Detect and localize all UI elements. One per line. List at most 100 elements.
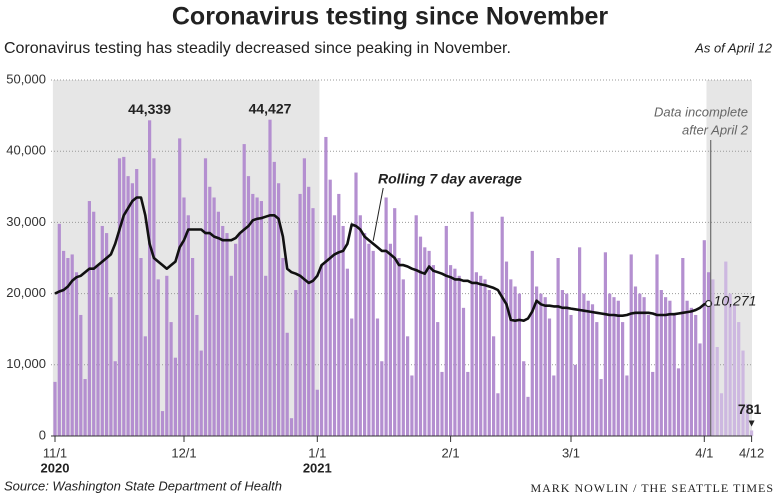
- bar: [560, 290, 564, 436]
- bar: [590, 304, 595, 436]
- bar: [66, 258, 70, 436]
- value-label: 44,427: [249, 100, 292, 116]
- bar: [401, 279, 405, 436]
- bar: [135, 169, 139, 436]
- bar: [375, 318, 380, 436]
- bar: [479, 275, 483, 436]
- bar: [139, 258, 143, 436]
- bar: [466, 371, 470, 436]
- bar: [277, 183, 281, 436]
- bar: [500, 216, 504, 436]
- y-tick-label: 30,000: [6, 214, 46, 229]
- x-tick-label: 2/1: [442, 445, 460, 460]
- bar: [522, 361, 526, 436]
- bar: [380, 361, 384, 436]
- bar: [341, 225, 345, 436]
- line: [54, 196, 709, 322]
- bar: [646, 314, 650, 436]
- bar: [229, 275, 233, 436]
- bar: [186, 215, 190, 436]
- bar: [251, 193, 255, 436]
- bar: [173, 357, 177, 436]
- bar: [431, 265, 435, 436]
- bar: [126, 176, 130, 436]
- y-tick-label: 10,000: [6, 356, 46, 371]
- bar: [79, 314, 83, 436]
- x-tick-label: 4/12: [739, 445, 764, 460]
- bar: [152, 158, 156, 436]
- bar: [148, 120, 152, 436]
- bar: [694, 314, 698, 436]
- bar: [302, 158, 306, 436]
- bar: [483, 279, 487, 436]
- bar: [113, 361, 117, 436]
- bar: [109, 297, 113, 436]
- x-tick-label: 1/1: [308, 445, 326, 460]
- bar: [143, 336, 147, 436]
- bar: [191, 258, 195, 436]
- bar: [281, 258, 285, 436]
- bar: [259, 201, 263, 436]
- bar: [689, 307, 693, 436]
- bar: [702, 240, 706, 436]
- x-tick-label: 12/1: [171, 445, 196, 460]
- bar: [599, 379, 603, 436]
- bar: [608, 293, 612, 436]
- bar: [397, 258, 401, 436]
- bar: [547, 318, 552, 436]
- bar: [621, 322, 625, 436]
- bar: [569, 314, 573, 436]
- bar: [328, 179, 332, 436]
- y-tick-label: 40,000: [6, 143, 46, 158]
- bar: [664, 297, 668, 436]
- bar: [57, 223, 61, 436]
- bar: [384, 197, 388, 436]
- bar: [117, 158, 122, 436]
- bar: [255, 197, 259, 436]
- bar: [535, 286, 539, 436]
- bar: [642, 297, 646, 436]
- bar: [96, 265, 100, 436]
- bar: [685, 300, 689, 436]
- bar: [565, 293, 569, 436]
- bar: [436, 322, 440, 436]
- bar: [285, 332, 289, 436]
- bar: [100, 225, 104, 436]
- chart-title: Coronavirus testing since November: [172, 3, 609, 31]
- bar: [268, 119, 272, 437]
- bar: [603, 252, 607, 436]
- bar: [719, 393, 724, 436]
- bar: [586, 300, 590, 436]
- bar: [728, 293, 732, 436]
- bar: [294, 290, 298, 436]
- bar: [745, 403, 749, 436]
- bar: [741, 350, 745, 436]
- year-label: 2021: [303, 460, 332, 475]
- bar: [449, 265, 453, 436]
- bar: [732, 304, 736, 436]
- bar: [388, 243, 392, 436]
- credit: MARK NOWLIN / THE SEATTLE TIMES: [530, 481, 774, 495]
- bar: [595, 322, 599, 436]
- bar: [234, 243, 238, 436]
- incomplete-note: after April 2: [682, 122, 749, 137]
- bar: [221, 225, 225, 436]
- bar: [681, 258, 685, 436]
- bar: [530, 250, 534, 436]
- bar: [444, 225, 448, 436]
- bar: [625, 375, 629, 436]
- bar: [651, 371, 655, 436]
- bar: [332, 215, 337, 436]
- bar: [264, 275, 268, 436]
- bar: [208, 186, 212, 436]
- bar: [354, 172, 358, 436]
- bar: [582, 293, 586, 436]
- bar: [638, 293, 642, 436]
- year-label: 2020: [41, 460, 70, 475]
- bar: [195, 314, 199, 436]
- y-tick-label: 20,000: [6, 285, 46, 300]
- bar: [509, 279, 513, 436]
- bar: [750, 430, 754, 436]
- bar: [616, 300, 620, 436]
- bar: [406, 336, 410, 436]
